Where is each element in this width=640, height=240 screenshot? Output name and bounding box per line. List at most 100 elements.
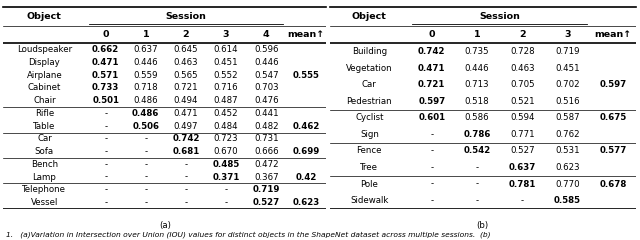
Text: Object: Object <box>352 12 387 21</box>
Text: 0.670: 0.670 <box>214 147 238 156</box>
Text: Chair: Chair <box>33 96 56 105</box>
Text: -: - <box>476 163 479 172</box>
Text: 1: 1 <box>474 30 481 39</box>
Text: 0.666: 0.666 <box>254 147 278 156</box>
Text: 0.719: 0.719 <box>556 47 580 56</box>
Text: -: - <box>144 147 147 156</box>
Text: -: - <box>144 173 147 181</box>
Text: 0.571: 0.571 <box>92 71 119 80</box>
Text: -: - <box>184 160 188 169</box>
Text: 0.703: 0.703 <box>254 84 278 92</box>
Text: -: - <box>476 196 479 205</box>
Text: 0.463: 0.463 <box>173 58 198 67</box>
Text: 0.521: 0.521 <box>510 97 534 106</box>
Text: -: - <box>476 180 479 188</box>
Text: 0.699: 0.699 <box>292 147 320 156</box>
Text: -: - <box>430 163 433 172</box>
Text: 0.441: 0.441 <box>254 109 278 118</box>
Text: 0.675: 0.675 <box>599 113 627 122</box>
Text: -: - <box>184 173 188 181</box>
Text: Car: Car <box>362 80 377 89</box>
Text: 0.482: 0.482 <box>254 122 278 131</box>
Text: -: - <box>144 160 147 169</box>
Text: 0.472: 0.472 <box>254 160 278 169</box>
Text: -: - <box>430 196 433 205</box>
Text: 0.485: 0.485 <box>212 160 240 169</box>
Text: 0.565: 0.565 <box>173 71 198 80</box>
Text: Fence: Fence <box>356 146 382 156</box>
Text: 0.623: 0.623 <box>292 198 320 207</box>
Text: 0.577: 0.577 <box>599 146 627 156</box>
Text: 0.678: 0.678 <box>599 180 627 188</box>
Text: -: - <box>104 198 108 207</box>
Text: 0.471: 0.471 <box>173 109 198 118</box>
Text: 0.484: 0.484 <box>214 122 238 131</box>
Text: Vegetation: Vegetation <box>346 64 393 73</box>
Text: Building: Building <box>352 47 387 56</box>
Text: 0.597: 0.597 <box>418 97 445 106</box>
Text: 0.587: 0.587 <box>556 113 580 122</box>
Text: Session: Session <box>479 12 520 21</box>
Text: Loudspeaker: Loudspeaker <box>17 45 72 54</box>
Text: 0.451: 0.451 <box>556 64 580 73</box>
Text: 0.552: 0.552 <box>214 71 238 80</box>
Text: Vessel: Vessel <box>31 198 58 207</box>
Text: -: - <box>144 185 147 194</box>
Text: 0.452: 0.452 <box>214 109 238 118</box>
Text: mean↑: mean↑ <box>288 30 325 39</box>
Text: 0.494: 0.494 <box>173 96 198 105</box>
Text: 0.705: 0.705 <box>510 80 534 89</box>
Text: 0.542: 0.542 <box>463 146 491 156</box>
Text: 0.716: 0.716 <box>214 84 238 92</box>
Text: Table: Table <box>33 122 56 131</box>
Text: 0.771: 0.771 <box>510 130 534 139</box>
Text: 0.446: 0.446 <box>254 58 278 67</box>
Text: -: - <box>104 134 108 143</box>
Text: Rifle: Rifle <box>35 109 54 118</box>
Text: -: - <box>144 198 147 207</box>
Text: 0.728: 0.728 <box>510 47 534 56</box>
Text: -: - <box>225 198 228 207</box>
Text: 0.733: 0.733 <box>92 84 120 92</box>
Text: mean↑: mean↑ <box>595 30 632 39</box>
Text: Tree: Tree <box>360 163 378 172</box>
Text: 0.721: 0.721 <box>418 80 445 89</box>
Text: Object: Object <box>27 12 62 21</box>
Text: 0.614: 0.614 <box>214 45 238 54</box>
Text: 0.446: 0.446 <box>134 58 158 67</box>
Text: 0.367: 0.367 <box>254 173 278 181</box>
Text: 0.742: 0.742 <box>418 47 445 56</box>
Text: -: - <box>104 185 108 194</box>
Text: 0.527: 0.527 <box>510 146 534 156</box>
Text: 0.585: 0.585 <box>554 196 581 205</box>
Text: 0.662: 0.662 <box>92 45 119 54</box>
Text: 0.497: 0.497 <box>173 122 198 131</box>
Text: 0.531: 0.531 <box>556 146 580 156</box>
Text: 0.462: 0.462 <box>292 122 320 131</box>
Text: 0.371: 0.371 <box>212 173 240 181</box>
Text: 0.637: 0.637 <box>134 45 158 54</box>
Text: 0.486: 0.486 <box>134 96 158 105</box>
Text: 3: 3 <box>564 30 571 39</box>
Text: -: - <box>104 160 108 169</box>
Text: 0.451: 0.451 <box>214 58 238 67</box>
Text: 1.   (a)Variation in Intersection over Union (IOU) values for distinct objects i: 1. (a)Variation in Intersection over Uni… <box>6 231 491 238</box>
Text: -: - <box>184 198 188 207</box>
Text: 1: 1 <box>143 30 149 39</box>
Text: 0.586: 0.586 <box>465 113 490 122</box>
Text: -: - <box>104 173 108 181</box>
Text: 0.731: 0.731 <box>254 134 278 143</box>
Text: Sofa: Sofa <box>35 147 54 156</box>
Text: 0.713: 0.713 <box>465 80 490 89</box>
Text: Session: Session <box>166 12 206 21</box>
Text: -: - <box>104 109 108 118</box>
Text: 0.742: 0.742 <box>172 134 200 143</box>
Text: 4: 4 <box>263 30 269 39</box>
Text: 0.527: 0.527 <box>253 198 280 207</box>
Text: -: - <box>430 180 433 188</box>
Text: 0.547: 0.547 <box>254 71 278 80</box>
Text: 0.463: 0.463 <box>510 64 534 73</box>
Text: 0.645: 0.645 <box>173 45 198 54</box>
Text: 0.623: 0.623 <box>556 163 580 172</box>
Text: 2: 2 <box>182 30 189 39</box>
